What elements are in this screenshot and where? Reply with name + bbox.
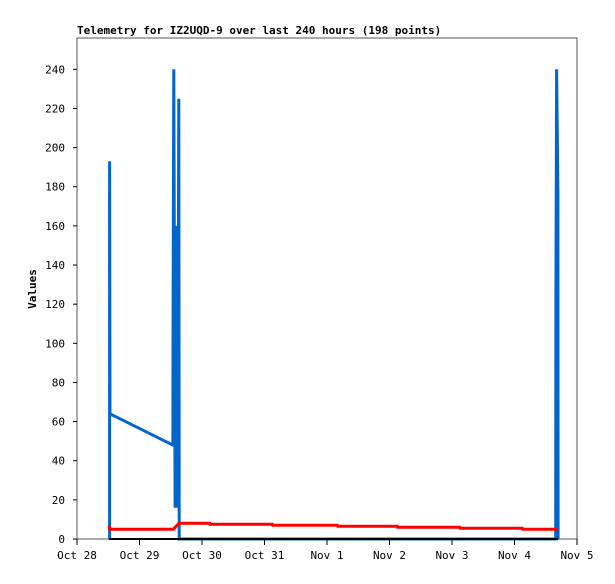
y-tick-label: 160 [45, 220, 65, 233]
y-tick-label: 240 [45, 63, 65, 76]
chart-title: Telemetry for IZ2UQD-9 over last 240 hou… [77, 24, 441, 37]
y-tick-label: 80 [52, 376, 65, 389]
x-tick-label: Oct 30 [182, 549, 222, 562]
y-tick-label: 40 [52, 455, 65, 468]
y-axis-label: Values [26, 269, 39, 309]
x-tick-label: Nov 5 [560, 549, 593, 562]
y-tick-label: 100 [45, 337, 65, 350]
x-tick-label: Oct 29 [120, 549, 160, 562]
x-tick-label: Oct 28 [57, 549, 97, 562]
y-tick-label: 220 [45, 102, 65, 115]
y-tick-label: 120 [45, 298, 65, 311]
series-line-1 [107, 521, 558, 531]
x-tick-label: Nov 3 [435, 549, 468, 562]
y-tick-label: 180 [45, 181, 65, 194]
x-tick-label: Nov 4 [498, 549, 531, 562]
x-tick-label: Oct 31 [245, 549, 285, 562]
y-tick-label: 200 [45, 142, 65, 155]
y-tick-label: 0 [58, 533, 65, 546]
y-tick-label: 60 [52, 416, 65, 429]
x-tick-label: Nov 2 [373, 549, 406, 562]
y-tick-label: 20 [52, 494, 65, 507]
plot-frame [76, 37, 578, 540]
x-tick-label: Nov 1 [310, 549, 343, 562]
series-line-0 [108, 69, 560, 541]
y-tick-label: 140 [45, 259, 65, 272]
